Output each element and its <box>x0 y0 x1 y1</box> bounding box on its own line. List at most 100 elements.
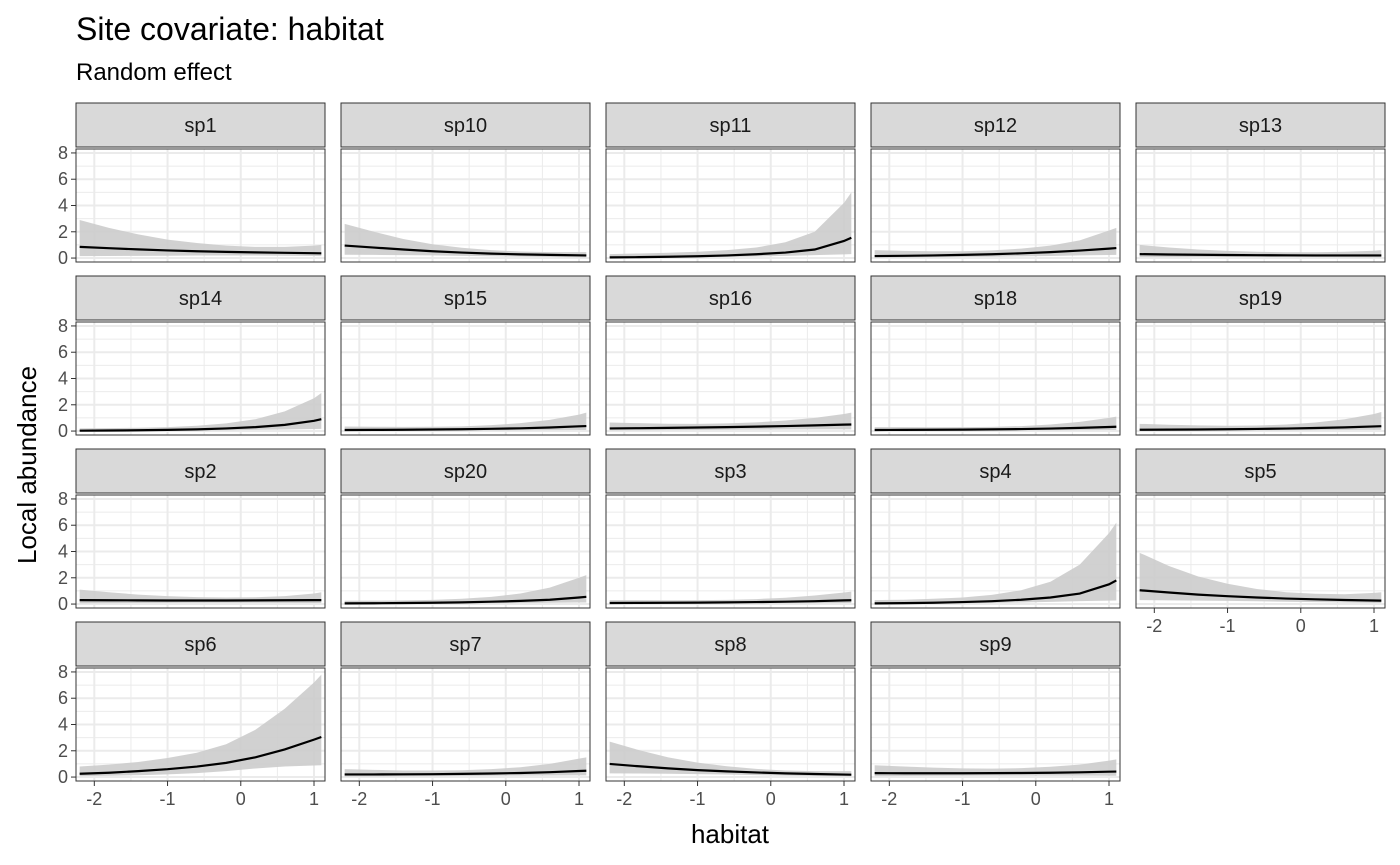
panel-border <box>605 148 856 263</box>
panel-border <box>340 321 591 436</box>
x-tick-label: -2 <box>616 789 632 809</box>
x-tick-label: 1 <box>1104 789 1114 809</box>
facet-strip <box>1135 448 1386 494</box>
confidence-band-sp11 <box>609 192 852 258</box>
facet-strip-label: sp20 <box>444 461 487 483</box>
x-tick-label: 1 <box>1369 616 1379 636</box>
facet-strip-label: sp4 <box>979 461 1011 483</box>
facet-strip-label: sp6 <box>184 634 216 656</box>
series-line-sp16 <box>609 423 852 430</box>
facet-strip-label: sp12 <box>974 115 1017 137</box>
x-tick-label: -1 <box>425 789 441 809</box>
x-tick-label: 1 <box>574 789 584 809</box>
panel-grid <box>606 149 855 262</box>
confidence-band-sp19 <box>1139 412 1382 431</box>
facet-panel-sp18: sp18 <box>870 275 1121 436</box>
confidence-band-sp4 <box>874 522 1117 604</box>
facet-strip <box>870 275 1121 321</box>
confidence-band-sp12 <box>874 227 1117 258</box>
facet-panel-sp10: sp10 <box>340 102 591 263</box>
x-tick-label: 1 <box>839 789 849 809</box>
panel-grid <box>76 495 325 608</box>
facet-panel-sp2: sp2 0 2 4 6 8 <box>58 448 326 614</box>
series-line-sp10 <box>344 244 587 257</box>
x-axis-title: habitat <box>691 819 770 849</box>
facet-strip-label: sp2 <box>184 461 216 483</box>
facet-strip-label: sp7 <box>449 634 481 656</box>
y-tick-label: 0 <box>58 248 68 268</box>
facet-panel-sp16: sp16 <box>605 275 856 436</box>
y-tick-label: 8 <box>58 143 68 163</box>
x-tick-label: 0 <box>236 789 246 809</box>
panel-grid <box>1136 322 1385 435</box>
facet-strip-label: sp5 <box>1244 461 1276 483</box>
y-tick-label: 4 <box>58 196 68 216</box>
panel-grid <box>871 668 1120 781</box>
facet-strip-label: sp18 <box>974 288 1017 310</box>
facet-strip <box>1135 275 1386 321</box>
y-tick-label: 6 <box>58 688 68 708</box>
x-tick-label: 0 <box>501 789 511 809</box>
panel-grid <box>606 495 855 608</box>
y-tick-label: 2 <box>58 568 68 588</box>
facet-panel-sp1: sp1 0 2 4 6 8 <box>58 102 326 268</box>
facet-panel-sp20: sp20 <box>340 448 591 609</box>
facet-strip <box>870 621 1121 667</box>
y-tick-label: 2 <box>58 395 68 415</box>
series-line-sp11 <box>609 236 852 259</box>
series-line-sp1 <box>79 245 322 255</box>
y-tick-label: 4 <box>58 369 68 389</box>
panel-border <box>1135 148 1386 263</box>
x-tick-label: -1 <box>160 789 176 809</box>
series-line-sp6 <box>79 735 322 775</box>
panel-border <box>870 494 1121 609</box>
facet-strip <box>340 102 591 148</box>
series-line-sp15 <box>344 424 587 432</box>
series-line-sp3 <box>609 599 852 605</box>
series-line-sp5 <box>1139 589 1382 602</box>
y-tick-label: 6 <box>58 169 68 189</box>
y-tick-label: 4 <box>58 715 68 735</box>
x-tick-label: -2 <box>86 789 102 809</box>
facet-strip-label: sp10 <box>444 115 487 137</box>
x-tick-label: 0 <box>1296 616 1306 636</box>
panel-border <box>1135 494 1386 609</box>
confidence-band-sp15 <box>344 412 587 431</box>
panel-border <box>605 494 856 609</box>
series-line-sp8 <box>609 762 852 776</box>
y-tick-label: 6 <box>58 515 68 535</box>
x-tick-label: 0 <box>1031 789 1041 809</box>
series-line-sp12 <box>874 246 1117 258</box>
x-tick-label: 1 <box>309 789 319 809</box>
confidence-band-sp7 <box>344 757 587 777</box>
panel-border <box>340 494 591 609</box>
facet-strip <box>605 448 856 494</box>
chart-title: Site covariate: habitat <box>76 11 384 47</box>
series-line-sp18 <box>874 425 1117 432</box>
facet-strip <box>605 102 856 148</box>
facet-panel-sp4: sp4 <box>870 448 1121 609</box>
series-line-sp4 <box>874 579 1117 605</box>
panel-border <box>870 667 1121 782</box>
facet-strip <box>340 448 591 494</box>
y-tick-label: 8 <box>58 316 68 336</box>
y-tick-label: 0 <box>58 421 68 441</box>
panel-border <box>1135 321 1386 436</box>
facet-panel-sp9: sp9 -2 -1 0 1 <box>870 621 1121 809</box>
x-tick-label: 0 <box>766 789 776 809</box>
confidence-band-sp1 <box>79 219 322 257</box>
x-tick-label: -1 <box>1220 616 1236 636</box>
facet-panel-sp15: sp15 <box>340 275 591 436</box>
facet-strip-label: sp1 <box>184 115 216 137</box>
y-axis-title: Local abundance <box>12 366 42 564</box>
facet-panel-sp14: sp14 0 2 4 6 8 <box>58 275 326 441</box>
x-tick-label: -2 <box>1146 616 1162 636</box>
y-tick-label: 2 <box>58 741 68 761</box>
facet-strip <box>75 621 326 667</box>
y-tick-label: 2 <box>58 222 68 242</box>
facet-panel-sp13: sp13 <box>1135 102 1386 263</box>
series-line-sp9 <box>874 770 1117 775</box>
facet-panel-sp12: sp12 <box>870 102 1121 263</box>
facet-strip <box>340 275 591 321</box>
